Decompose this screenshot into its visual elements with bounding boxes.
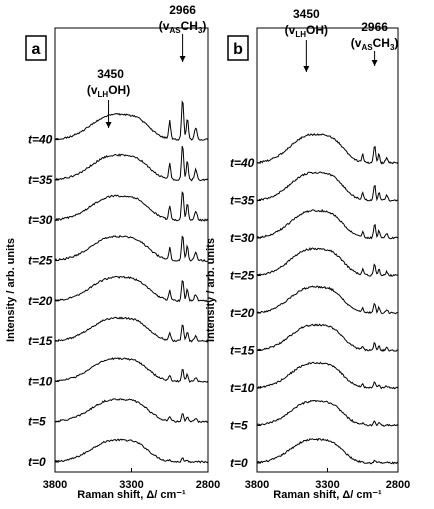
annotation-ch-value: 2966	[169, 3, 196, 17]
trace-label: t=25	[28, 254, 53, 268]
annotation-oh-value: 3450	[293, 7, 320, 21]
spectrum-trace	[54, 100, 209, 141]
annotation-ch-arrowhead	[179, 56, 186, 62]
spectrum-trace	[54, 191, 209, 222]
trace-label: t=10	[28, 374, 53, 388]
panel-label-box	[25, 35, 47, 61]
trace-label: t=30	[28, 213, 53, 227]
trace-label: t=20	[230, 306, 255, 320]
trace-label: t=10	[230, 381, 255, 395]
y-axis-label: Intensity / arb. units	[205, 238, 217, 342]
x-tick-label: 3300	[315, 479, 339, 491]
spectrum-trace	[54, 316, 209, 343]
spectrum-trace	[54, 398, 209, 424]
x-tick-label: 2800	[386, 479, 410, 491]
x-tick-label: 2800	[196, 479, 220, 491]
trace-label: t=0	[28, 455, 46, 469]
spectrum-trace	[256, 171, 399, 202]
annotation-oh-arrowhead	[105, 122, 112, 128]
spectrum-trace	[54, 438, 209, 464]
spectrum-trace	[54, 275, 208, 303]
panel-label-box	[227, 35, 249, 61]
annotation-oh-mode: (vLHOH)	[87, 83, 130, 99]
trace-label: t=15	[28, 334, 53, 348]
spectrum-trace	[54, 234, 209, 262]
spectrum-trace	[256, 361, 399, 390]
panel-label: b	[233, 41, 243, 58]
spectrum-trace	[54, 146, 209, 182]
trace-label: t=35	[28, 173, 53, 187]
x-axis-label: Raman shift, Δ/ cm⁻¹	[273, 489, 382, 501]
trace-label: t=30	[230, 231, 255, 245]
x-tick-label: 3800	[43, 479, 67, 491]
annotation-oh-value: 3450	[97, 67, 124, 81]
annotation-ch-mode: (vASCH3)	[159, 19, 207, 35]
annotation-ch-arrowhead	[371, 60, 378, 66]
trace-label: t=20	[28, 294, 53, 308]
spectrum-trace	[256, 208, 399, 240]
annotation-ch-value: 2966	[361, 20, 388, 34]
x-tick-label: 3300	[119, 479, 143, 491]
trace-label: t=40	[28, 133, 53, 147]
trace-label: t=5	[28, 415, 46, 429]
plot-frame	[54, 27, 209, 473]
annotation-oh-arrowhead	[303, 66, 310, 72]
panel-label: a	[32, 41, 41, 58]
spectrum-trace	[256, 399, 399, 427]
trace-label: t=15	[230, 344, 255, 358]
annotation-oh-mode: (vLHOH)	[285, 23, 328, 39]
panel-b: 3800 3300 2800 t=0 t=5 t=10 t=15 t=20 t=25 t=30 t=…	[205, 7, 410, 501]
spectrum-trace	[256, 285, 399, 315]
trace-label: t=5	[230, 419, 248, 433]
trace-label: t=0	[230, 456, 248, 470]
spectrum-trace	[54, 357, 209, 383]
spectrum-trace	[256, 247, 398, 277]
trace-label: t=25	[230, 269, 255, 283]
panel-a: 3800 3300 2800 t=0 t=5 t=10 t=15 t=20 t=25 t=30 t=…	[5, 3, 220, 501]
trace-label: t=35	[230, 194, 255, 208]
x-tick-label: 3800	[245, 479, 269, 491]
y-axis-label: Intensity / arb. units	[5, 238, 17, 342]
trace-label: t=40	[230, 156, 255, 170]
annotation-ch-mode: (vASCH3)	[351, 36, 399, 52]
spectrum-trace	[256, 438, 399, 465]
x-axis-label: Raman shift, Δ/ cm⁻¹	[77, 489, 186, 501]
spectrum-trace	[256, 133, 399, 165]
spectrum-trace	[256, 323, 399, 353]
